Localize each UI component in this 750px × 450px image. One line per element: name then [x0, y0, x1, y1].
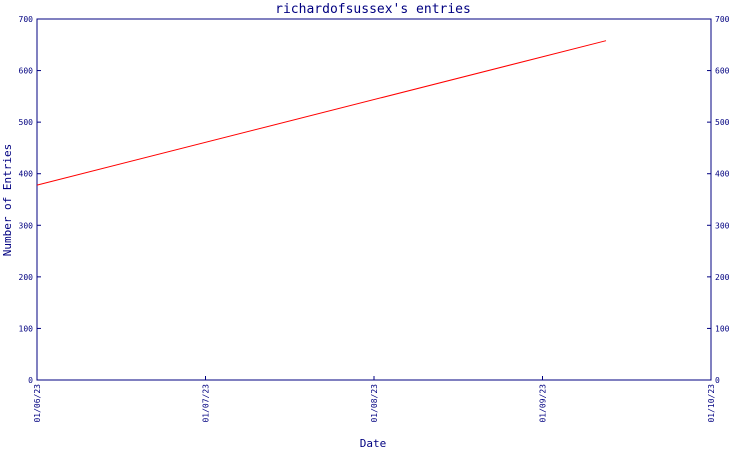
- x-axis-title: Date: [360, 437, 387, 450]
- plot-frame: [36, 18, 712, 381]
- series-layer: [36, 40, 607, 186]
- x-tick-label: 01/06/23: [33, 384, 42, 423]
- x-tick-label: 01/09/23: [539, 384, 548, 423]
- left-y-tick-label: 400: [19, 170, 34, 179]
- right-y-tick-label: 0: [715, 376, 720, 385]
- right-y-tick-label: 500: [715, 118, 730, 127]
- left-y-tick-label: 200: [19, 273, 34, 282]
- left-y-tick-label: 0: [28, 376, 33, 385]
- x-axis: 01/06/23 01/07/23 01/08/23 01/09/23 01/10/23: [33, 376, 716, 423]
- left-y-tick-label: 600: [19, 67, 34, 76]
- right-y-tick-label: 300: [715, 221, 730, 230]
- left-y-axis: 0 100 200 300 400 500 600 700: [19, 15, 41, 385]
- right-y-tick-label: 700: [715, 15, 730, 24]
- right-y-axis: 0 100 200 300 400 500 600 700: [707, 15, 730, 385]
- right-y-tick-label: 100: [715, 324, 730, 333]
- x-tick-label: 01/07/23: [202, 384, 211, 423]
- left-y-tick-label: 500: [19, 118, 34, 127]
- left-y-tick-label: 700: [19, 15, 34, 24]
- left-y-tick-label: 100: [19, 324, 34, 333]
- chart-title: richardofsussex's entries: [275, 2, 471, 17]
- right-y-tick-label: 400: [715, 170, 730, 179]
- left-y-tick-label: 300: [19, 221, 34, 230]
- x-tick-label: 01/08/23: [370, 384, 379, 423]
- series-line-0: [36, 40, 607, 186]
- right-y-tick-label: 600: [715, 67, 730, 76]
- right-y-tick-label: 200: [715, 273, 730, 282]
- y-axis-title: Number of Entries: [1, 144, 14, 257]
- x-tick-label: 01/10/23: [707, 384, 716, 423]
